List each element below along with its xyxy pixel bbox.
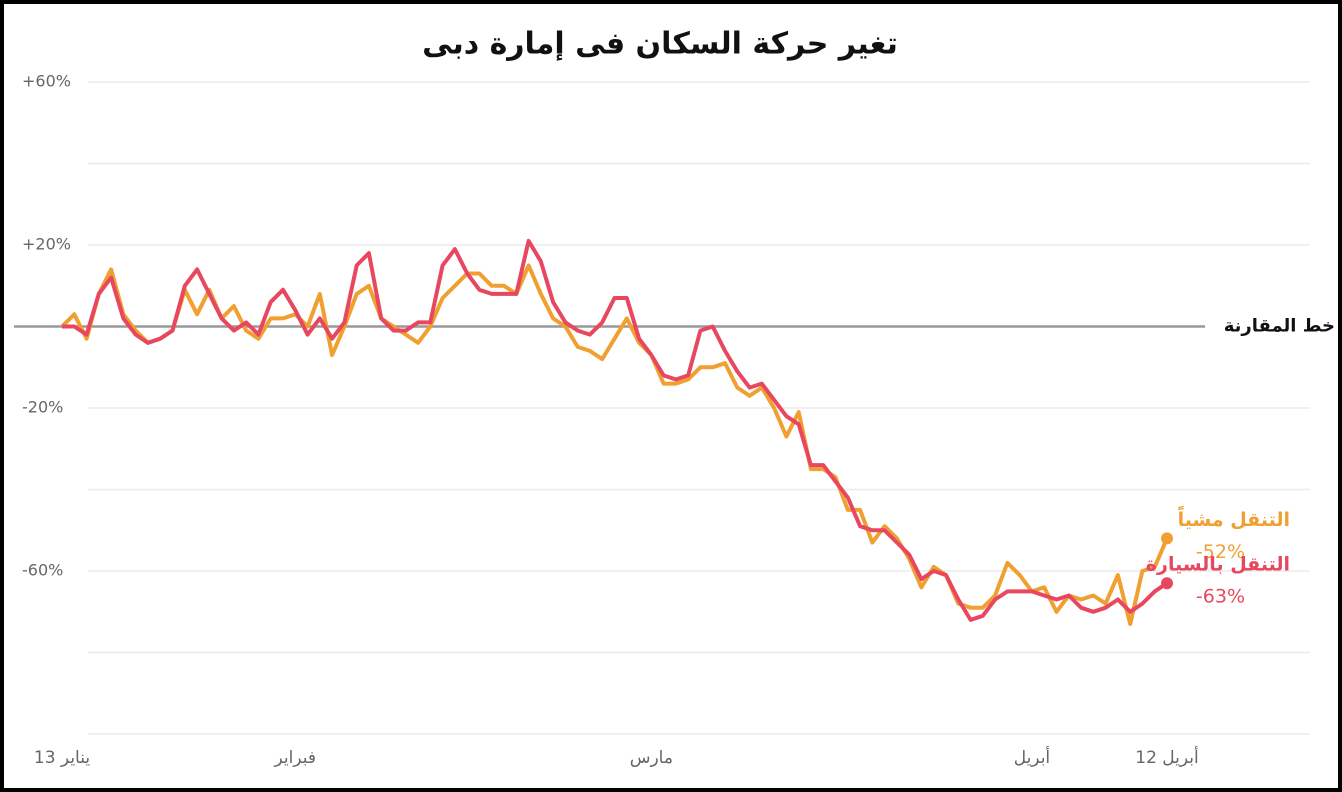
x-tick-label: فبراير [274,748,316,768]
x-tick-label: أبريل 12 [1135,746,1199,768]
series-line [62,238,1169,622]
series-value-label: -63% [1196,586,1245,608]
x-tick-label: مارس [630,748,673,768]
series-value-label: -52% [1196,541,1245,563]
series-label: التنقل مشياً [1178,506,1290,531]
y-tick-label: -20% [22,398,63,417]
end-dot [1161,577,1173,590]
y-tick-label: -60% [22,561,63,580]
y-tick-label: +60% [22,72,71,91]
x-tick-label: أبريل [1014,746,1050,768]
series-line [60,263,1169,626]
x-tick-label: يناير 13 [34,748,90,768]
end-dot [1161,532,1173,545]
chart-title: تغير حركة السكان فى إمارة دبى [422,27,898,62]
y-tick-label: +20% [22,235,71,254]
baseline-label: خط المقارنة [1224,316,1335,337]
series-label: التنقل بالسيارة [1146,554,1290,576]
